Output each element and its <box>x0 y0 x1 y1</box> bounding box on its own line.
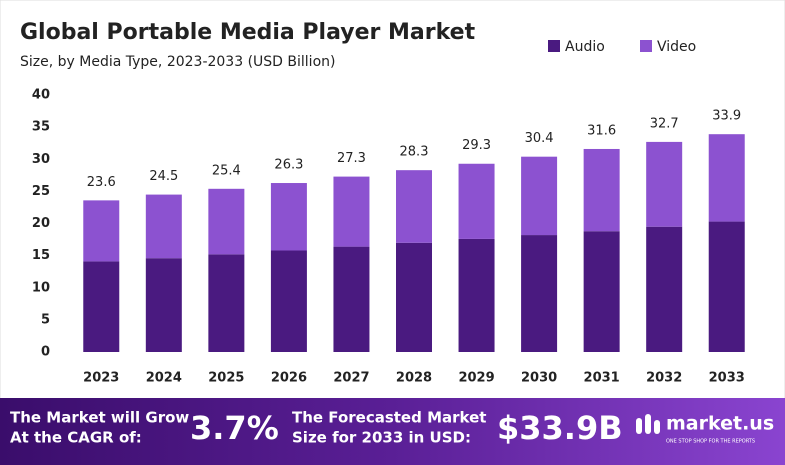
y-tick-label: 20 <box>32 216 50 231</box>
forecast-text: Size for 2033 in USD: <box>292 429 471 447</box>
x-tick-label: 2027 <box>333 371 369 386</box>
bar-segment <box>396 170 432 243</box>
total-label: 31.6 <box>587 123 616 138</box>
legend-label: Video <box>657 39 696 55</box>
y-tick-label: 25 <box>32 184 50 199</box>
bar-segment <box>458 238 495 352</box>
chart-title: Global Portable Media Player Market <box>20 20 476 45</box>
x-tick-label: 2025 <box>208 371 244 386</box>
bar-segment <box>333 246 370 352</box>
total-label: 28.3 <box>400 145 429 160</box>
legend-swatch <box>548 40 560 52</box>
y-tick-label: 35 <box>32 120 50 135</box>
brand-name: market.us <box>666 413 774 435</box>
bar-segment <box>521 156 558 236</box>
bar-segment <box>83 200 120 262</box>
bar-segment <box>333 176 370 247</box>
x-tick-label: 2024 <box>146 371 182 386</box>
bar-segment <box>708 134 745 222</box>
y-tick-label: 0 <box>41 345 50 360</box>
chart-subtitle: Size, by Media Type, 2023-2033 (USD Bill… <box>20 54 335 70</box>
y-tick-label: 5 <box>41 312 50 327</box>
legend-label: Audio <box>565 39 605 55</box>
total-label: 29.3 <box>462 138 491 153</box>
y-tick-label: 15 <box>32 248 50 263</box>
total-label: 33.9 <box>712 109 741 124</box>
total-label: 23.6 <box>87 175 116 190</box>
brand-logo <box>636 414 660 434</box>
bar-segment <box>583 148 620 232</box>
x-tick-label: 2032 <box>646 371 682 386</box>
x-tick-label: 2028 <box>396 371 432 386</box>
bar-segment <box>208 254 245 352</box>
bar-segment <box>208 188 245 255</box>
brand-tagline: ONE STOP SHOP FOR THE REPORTS <box>666 439 755 445</box>
x-tick-label: 2029 <box>458 371 494 386</box>
bar-segment <box>145 258 182 352</box>
forecast-value: $33.9B <box>497 409 623 447</box>
cagr-value: 3.7% <box>190 409 279 447</box>
total-label: 30.4 <box>525 131 554 146</box>
total-label: 27.3 <box>337 151 366 166</box>
bar-segment <box>646 141 683 227</box>
total-label: 26.3 <box>274 158 303 173</box>
total-label: 24.5 <box>149 169 178 184</box>
bar-segment <box>583 231 620 352</box>
bar-segment <box>83 261 120 352</box>
y-tick-label: 10 <box>32 280 50 295</box>
bar-segment <box>521 235 558 352</box>
bar-segment <box>458 163 495 239</box>
cagr-text: The Market will Grow <box>10 409 189 427</box>
legend-swatch <box>640 40 652 52</box>
y-tick-label: 30 <box>32 152 50 167</box>
bar-segment <box>708 221 745 352</box>
x-tick-label: 2033 <box>709 371 745 386</box>
x-tick-label: 2023 <box>83 371 119 386</box>
bar-segment <box>396 242 432 352</box>
bar-segment <box>270 250 307 352</box>
bar-segment <box>270 183 307 251</box>
forecast-text: The Forecasted Market <box>292 409 486 427</box>
x-tick-label: 2030 <box>521 371 557 386</box>
bar-segment <box>145 194 182 259</box>
cagr-text: At the CAGR of: <box>10 429 142 447</box>
total-label: 25.4 <box>212 163 241 178</box>
bar-segment <box>646 226 683 352</box>
total-label: 32.7 <box>650 116 679 131</box>
x-tick-label: 2026 <box>271 371 307 386</box>
y-tick-label: 40 <box>32 88 50 103</box>
x-tick-label: 2031 <box>584 371 620 386</box>
